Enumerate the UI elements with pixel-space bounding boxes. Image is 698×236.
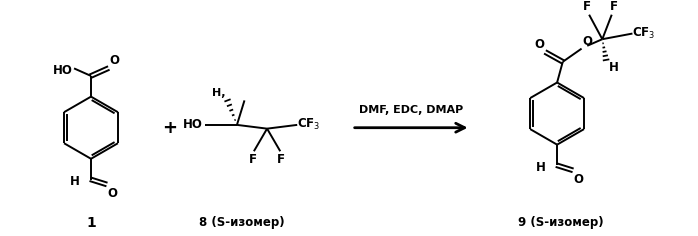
Text: O: O — [583, 35, 593, 48]
Text: HO: HO — [53, 64, 73, 77]
Text: HO: HO — [183, 118, 203, 131]
Text: O: O — [534, 38, 544, 51]
Text: +: + — [162, 119, 177, 137]
Text: O: O — [109, 55, 119, 67]
Text: CF$_3$: CF$_3$ — [632, 26, 655, 41]
Text: F: F — [277, 153, 285, 166]
Text: F: F — [249, 153, 257, 166]
Text: H,: H, — [212, 88, 225, 97]
Text: DMF, EDC, DMAP: DMF, EDC, DMAP — [359, 105, 463, 115]
Text: H: H — [609, 61, 618, 74]
Text: H: H — [536, 161, 546, 174]
Text: 8 (S-изомер): 8 (S-изомер) — [199, 216, 285, 229]
Text: H: H — [70, 175, 80, 188]
Text: F: F — [609, 0, 618, 13]
Text: O: O — [573, 173, 583, 186]
Text: CF$_3$: CF$_3$ — [297, 117, 320, 132]
Text: O: O — [107, 187, 117, 200]
Text: 1: 1 — [86, 216, 96, 230]
Text: 9 (S-изомер): 9 (S-изомер) — [518, 216, 604, 229]
Text: F: F — [584, 0, 591, 13]
